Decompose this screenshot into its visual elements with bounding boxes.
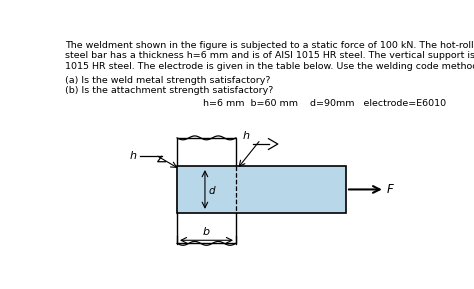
Text: The weldment shown in the figure is subjected to a static force of 100 kN. The h: The weldment shown in the figure is subj…	[64, 41, 474, 50]
Text: h: h	[243, 131, 250, 141]
Text: F: F	[387, 183, 394, 196]
Bar	[177, 166, 346, 213]
Text: d: d	[208, 186, 215, 196]
Text: b: b	[203, 227, 210, 237]
Bar	[177, 138, 236, 243]
Text: (a) Is the weld metal strength satisfactory?: (a) Is the weld metal strength satisfact…	[64, 76, 270, 85]
Text: 1015 HR steel. The electrode is given in the table below. Use the welding code m: 1015 HR steel. The electrode is given in…	[64, 62, 474, 71]
Text: h=6 mm  b=60 mm    d=90mm   electrode=E6010: h=6 mm b=60 mm d=90mm electrode=E6010	[202, 99, 446, 108]
Text: (b) Is the attachment strength satisfactory?: (b) Is the attachment strength satisfact…	[64, 86, 273, 95]
Text: h: h	[130, 151, 137, 161]
Text: steel bar has a thickness h=6 mm and is of AISI 1015 HR steel. The vertical supp: steel bar has a thickness h=6 mm and is …	[64, 51, 474, 60]
